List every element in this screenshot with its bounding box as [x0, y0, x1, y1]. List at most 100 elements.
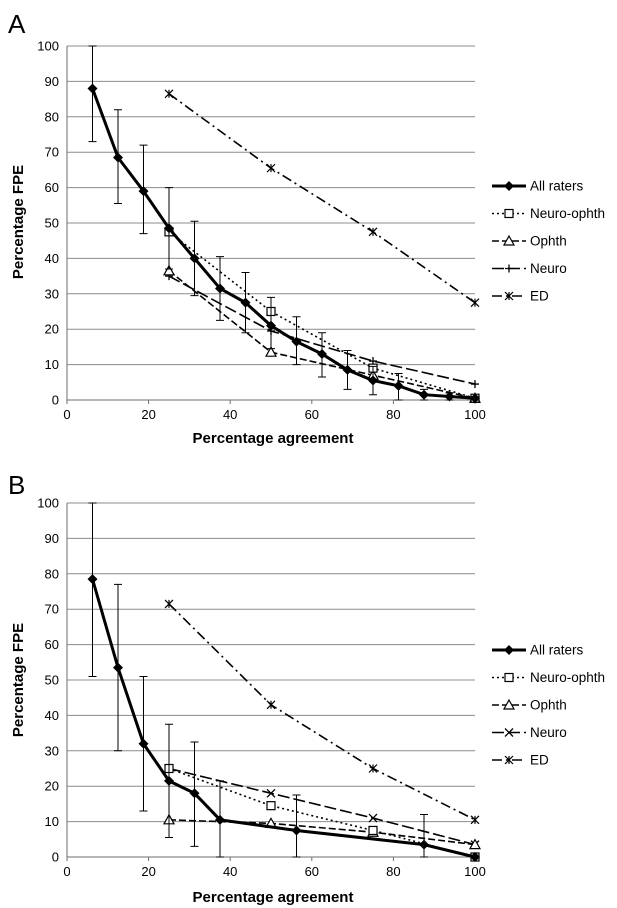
panel-b-error-bar: [420, 814, 428, 858]
panel-b-y-tick-label: 40: [45, 708, 59, 723]
panel-a-grid: [67, 45, 475, 401]
panel-b-x-tick-label: 40: [223, 864, 237, 879]
panel-b-point-all-raters: [291, 825, 302, 836]
panel-b-y-tick-label: 60: [45, 637, 59, 652]
panel-b-legend-label: Neuro-ophth: [530, 670, 605, 685]
panel-a-point-all-raters: [87, 83, 98, 94]
panel-b-point-ed: [368, 764, 378, 773]
panel-a-point-ed: [470, 298, 480, 308]
panel-b-legend-item-neuro-ophth: Neuro-ophth: [492, 670, 605, 685]
panel-a-point-ed: [368, 227, 378, 237]
panel-a-point-all-raters: [189, 253, 200, 264]
panel-a-point-all-raters: [419, 389, 429, 400]
panel-a-legend-item-ed: ED: [492, 289, 549, 304]
panel-letter-b: B: [8, 470, 25, 500]
panel-b-y-tick-label: 30: [45, 743, 59, 758]
panel-b-point-all-raters: [189, 788, 200, 799]
panel-b-series: [87, 502, 482, 862]
panel-b-legend-label: All raters: [530, 643, 584, 658]
panel-b-point-neuro: [266, 788, 276, 798]
panel-b-x-tick-label: 60: [305, 864, 319, 879]
panel-a-y-tick-label: 90: [45, 74, 59, 89]
panel-a-point-all-raters: [291, 336, 302, 347]
panel-a-legend-label: ED: [530, 289, 549, 304]
panel-b-x-tick-label: 0: [63, 864, 70, 879]
panel-a-legend: ED Neuro Ophth Neuro-ophth All raters: [492, 179, 605, 304]
panel-b-legend-marker: [502, 698, 516, 710]
panel-a-point-all-raters: [393, 380, 404, 391]
panel-a-legend-label: Neuro-ophth: [530, 206, 605, 221]
panel-b-point-all-raters: [138, 738, 149, 749]
panel-b-legend-marker: [504, 672, 514, 683]
panel-b-error-bar: [88, 502, 97, 677]
panel-a-y-tick-label: 30: [45, 286, 59, 301]
panel-a-line-all-raters: [91, 87, 476, 400]
panel-a-legend-item-ophth: Ophth: [492, 234, 567, 249]
panel-b-y-tick-label: 80: [45, 566, 59, 581]
panel-b-point-ed: [164, 599, 174, 609]
panel-b-legend-item-ophth: Ophth: [492, 698, 567, 713]
panel-b-legend-item-neuro: Neuro: [492, 725, 567, 740]
panel-b-series-ophth: [162, 813, 482, 850]
panel-b-x-tick-label: 20: [141, 864, 155, 879]
panel-a-legend-label: Neuro: [530, 261, 567, 276]
panel-a-legend-item-all-raters: All raters: [492, 179, 584, 194]
panel-a-point-ed: [266, 163, 276, 173]
panel-b-point-neuro-ophth: [266, 801, 276, 811]
panel-a-y-tick-label: 100: [37, 39, 59, 54]
panel-a-point-ed: [164, 89, 174, 99]
panel-a-legend-label: Ophth: [530, 234, 567, 249]
panel-a-legend-marker: [504, 208, 514, 219]
panel-b-y-tick-label: 10: [45, 814, 59, 829]
panel-a-y-tick-label: 0: [52, 393, 59, 408]
panel-b-point-all-raters: [419, 839, 429, 850]
panel-a-legend-item-neuro: Neuro: [492, 261, 567, 276]
panel-letter-a: A: [8, 9, 26, 39]
panel-a-y-tick-label: 70: [45, 145, 59, 160]
panel-b-point-ed: [266, 700, 276, 710]
panel-a: A 0 10 20 30 40 50 60 70 80 90 100 0 20 40 60 80 100 Per…: [8, 9, 605, 447]
panel-b-ticks: 0 10 20 30 40 50 60 70 80 90 100 0 20 40 60 80 100: [37, 496, 486, 880]
panel-b-legend-marker: [504, 728, 514, 737]
panel-a-point-all-raters: [113, 152, 123, 163]
panel-b-x-tick-label: 100: [464, 864, 486, 879]
panel-a-legend-marker: [504, 291, 514, 301]
panel-a-point-ophth: [264, 345, 278, 357]
panel-a-point-all-raters: [368, 375, 378, 386]
panel-b-point-all-raters: [164, 775, 174, 786]
panel-b-point-neuro: [368, 813, 378, 823]
panel-b-legend: ED Neuro Ophth Neuro-ophth All raters: [492, 643, 605, 768]
panel-a-point-all-raters: [266, 320, 276, 331]
panel-a-axes: [66, 46, 476, 404]
panel-a-y-tick-label: 10: [45, 357, 59, 372]
panel-b-legend-label: Neuro: [530, 725, 567, 740]
panel-b-point-all-raters: [87, 574, 98, 585]
panel-a-y-tick-label: 60: [45, 180, 59, 195]
panel-a-y-tick-label: 80: [45, 109, 59, 124]
panel-a-y-tick-label: 40: [45, 251, 59, 266]
panel-a-point-all-raters: [342, 364, 353, 375]
panel-b-y-tick-label: 50: [45, 673, 59, 688]
panel-a-x-tick-label: 80: [386, 407, 400, 422]
panel-a-series-ed: [164, 89, 480, 308]
panel-b-x-axis-title: Percentage agreement: [193, 889, 354, 906]
panel-b-point-ed: [470, 815, 480, 825]
panel-a-point-all-raters: [138, 186, 149, 197]
panel-a-point-all-raters: [444, 391, 455, 402]
panel-a-x-tick-label: 40: [223, 407, 237, 422]
panel-b-y-tick-label: 20: [45, 779, 59, 794]
panel-a-y-axis-title: Percentage FPE: [10, 165, 27, 279]
panel-a-x-tick-label: 100: [464, 407, 486, 422]
panel-b-axes: [66, 503, 476, 861]
panel-a-legend-marker: [502, 234, 516, 246]
panel-a-line-ed: [168, 93, 476, 304]
panel-b-series-neuro: [164, 764, 480, 850]
panel-b-y-tick-label: 0: [52, 850, 59, 865]
panel-a-x-tick-label: 20: [141, 407, 155, 422]
panel-b-point-neuro-ophth: [368, 825, 378, 836]
panel-b-line-all-raters: [91, 578, 476, 859]
panel-b-y-tick-label: 70: [45, 602, 59, 617]
panel-a-point-ophth: [162, 264, 176, 276]
panel-a-point-all-raters: [164, 223, 174, 234]
panel-b-legend-marker: [504, 755, 514, 765]
